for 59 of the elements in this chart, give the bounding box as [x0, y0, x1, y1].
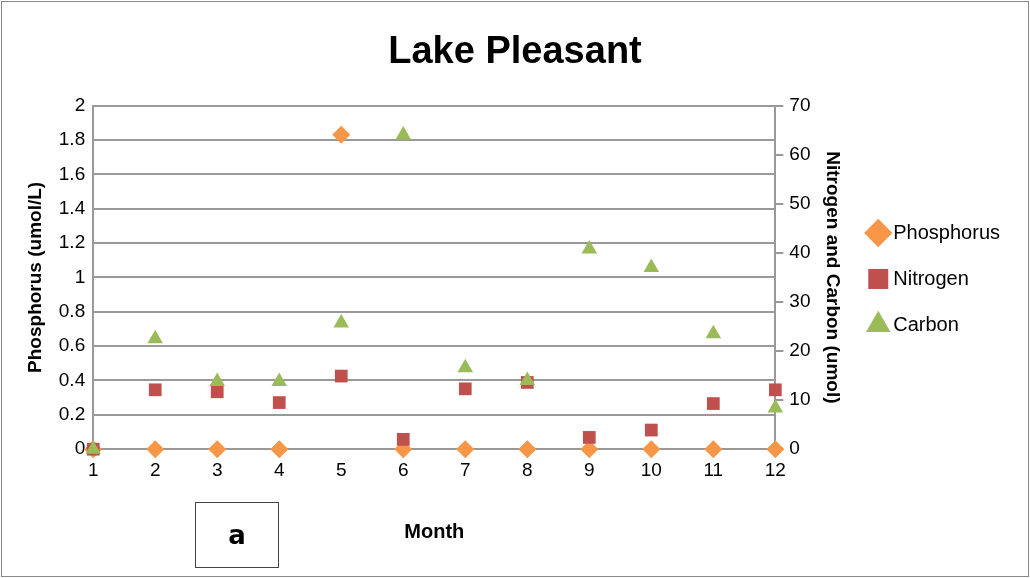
point — [333, 314, 350, 328]
y-tick-label: 1.2 — [58, 231, 86, 253]
point — [705, 324, 722, 339]
legend-label: Nitrogen — [893, 266, 969, 289]
x-tick-label: 10 — [640, 458, 662, 480]
point — [210, 385, 224, 399]
y2-tick-label: 40 — [789, 241, 811, 263]
y-tick-label: 1.8 — [58, 128, 86, 150]
point — [272, 396, 286, 409]
point — [147, 329, 164, 344]
y2-tick-label: 60 — [789, 142, 811, 164]
y-tick-label: 1.6 — [58, 162, 86, 184]
y-tick-label: 1 — [74, 265, 86, 287]
y-tick-label: 0 — [74, 437, 86, 459]
point — [581, 239, 598, 254]
point — [271, 372, 288, 386]
point — [582, 431, 596, 444]
point — [519, 371, 536, 385]
x-tick-label: 4 — [273, 458, 285, 480]
point — [767, 398, 784, 413]
y2-tick-label: 70 — [789, 93, 811, 115]
point — [457, 358, 474, 373]
point — [395, 126, 412, 140]
y-tick-label: 0.8 — [58, 299, 86, 321]
x-tick-label: 3 — [211, 458, 223, 480]
point — [209, 372, 226, 386]
legend-label: Carbon — [893, 312, 959, 335]
x-tick-label: 2 — [149, 458, 161, 480]
x-axis-title: Month — [404, 519, 465, 542]
y-tick-label: 0.4 — [58, 368, 86, 390]
point — [334, 369, 348, 383]
y2-tick-label: 10 — [789, 388, 811, 410]
legend-label: Phosphorus — [893, 220, 1001, 243]
y-tick-label: 1.4 — [58, 196, 86, 218]
y2-axis-title: Nitrogen and Carbon (umol) — [822, 151, 844, 404]
y-tick-label: 0.6 — [58, 334, 86, 356]
point — [643, 258, 660, 273]
text: a — [195, 502, 279, 568]
point — [396, 433, 410, 446]
x-tick-label: 5 — [335, 458, 347, 480]
y-tick-label: 0.2 — [58, 403, 86, 425]
chart-title: Lake Pleasant — [388, 29, 643, 72]
x-tick-label: 6 — [397, 458, 409, 480]
y2-tick-label: 20 — [789, 339, 811, 361]
x-tick-label: 9 — [584, 458, 595, 480]
point — [644, 423, 658, 437]
point — [458, 382, 472, 396]
y2-tick-label: 0 — [789, 437, 800, 459]
x-tick-label: 12 — [764, 458, 786, 480]
y-tick-label: 2 — [74, 93, 86, 115]
point — [706, 397, 720, 410]
x-tick-label: 7 — [459, 458, 471, 480]
point — [148, 383, 162, 397]
y-axis-title: Phosphorus (umol/L) — [23, 181, 45, 373]
y2-tick-label: 50 — [789, 192, 811, 214]
y2-tick-label: 30 — [789, 290, 811, 312]
x-tick-label: 8 — [522, 458, 533, 480]
point — [768, 383, 782, 397]
x-tick-label: 11 — [703, 458, 724, 480]
